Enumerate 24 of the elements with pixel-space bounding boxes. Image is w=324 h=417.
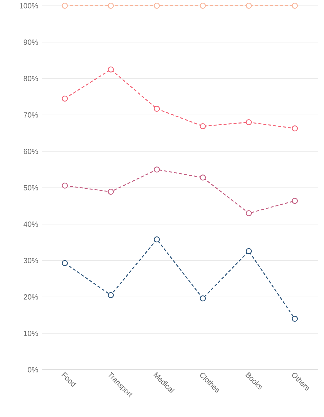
point — [62, 260, 68, 266]
point — [292, 126, 298, 132]
point — [200, 123, 206, 130]
point — [108, 189, 114, 195]
point — [62, 182, 68, 189]
point — [154, 236, 160, 243]
point — [108, 3, 114, 9]
point — [108, 66, 114, 73]
point — [292, 316, 298, 322]
point — [292, 3, 298, 9]
point — [246, 3, 252, 9]
point — [62, 3, 68, 9]
point — [154, 3, 160, 9]
point — [246, 210, 252, 216]
point — [246, 119, 252, 126]
point — [200, 3, 206, 9]
point — [154, 166, 160, 173]
point — [62, 96, 68, 102]
point — [292, 198, 298, 204]
point — [200, 174, 206, 181]
point — [200, 296, 206, 302]
point — [246, 248, 252, 254]
point — [108, 292, 114, 298]
point — [154, 106, 160, 112]
